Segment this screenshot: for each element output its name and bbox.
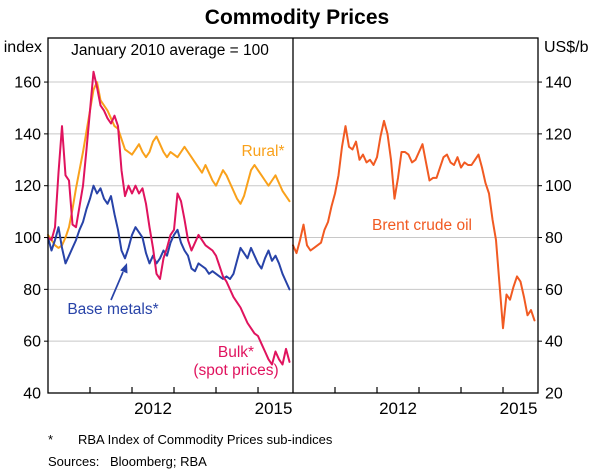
footnote-text: RBA Index of Commodity Prices sub-indice… xyxy=(78,432,333,447)
chart-title: Commodity Prices xyxy=(205,6,389,29)
left-axis-tick-label: 40 xyxy=(23,386,41,403)
right-axis-tick-label: 80 xyxy=(545,230,563,247)
sources-text: Bloomberg; RBA xyxy=(110,454,207,469)
bulk-series-label-line2: (spot prices) xyxy=(193,362,278,379)
series-layer xyxy=(47,70,536,366)
x-axis-year-label: 2015 xyxy=(500,399,538,418)
left-axis-tick-label: 80 xyxy=(23,282,41,299)
series-line-base-metals xyxy=(47,184,291,291)
left-axis-tick-label: 140 xyxy=(14,126,41,143)
left-axis-unit-label: index xyxy=(4,39,42,56)
bulk-series-label-line1: Bulk* xyxy=(218,344,254,361)
right-axis-tick-label: 100 xyxy=(545,178,572,195)
brent-series-label: Brent crude oil xyxy=(372,217,472,234)
left-axis-tick-label: 60 xyxy=(23,334,41,351)
left-axis-tick-label: 120 xyxy=(14,178,41,195)
right-axis-tick-label: 40 xyxy=(545,334,563,351)
x-axis-year-label: 2012 xyxy=(134,399,172,418)
base-metals-arrow xyxy=(110,263,128,301)
series-line-bulk-spot-prices xyxy=(47,70,291,366)
right-axis-tick-label: 140 xyxy=(545,75,572,92)
x-axis-year-label: 2012 xyxy=(379,399,417,418)
base-metals-series-label: Base metals* xyxy=(67,301,158,318)
rural-series-label: Rural* xyxy=(241,143,284,160)
series-line-brent-crude-oil xyxy=(292,119,536,330)
x-axis-year-label: 2015 xyxy=(255,399,293,418)
right-axis-unit-label: US$/b xyxy=(544,39,589,56)
plot-frame-layer xyxy=(44,37,542,394)
chart-subtitle: January 2010 average = 100 xyxy=(71,42,269,59)
right-axis-tick-label: 20 xyxy=(545,386,563,403)
left-axis-tick-label: 100 xyxy=(14,230,41,247)
axis-labels-layer: 2012 2015 2012 2015 160 140 120 100 80 60 40 140 120… xyxy=(14,75,572,418)
sources-label: Sources: xyxy=(48,454,99,469)
left-axis-tick-label: 160 xyxy=(14,75,41,92)
right-axis-tick-label: 60 xyxy=(545,282,563,299)
right-axis-tick-label: 120 xyxy=(545,126,572,143)
footnote-marker: * xyxy=(48,432,53,447)
